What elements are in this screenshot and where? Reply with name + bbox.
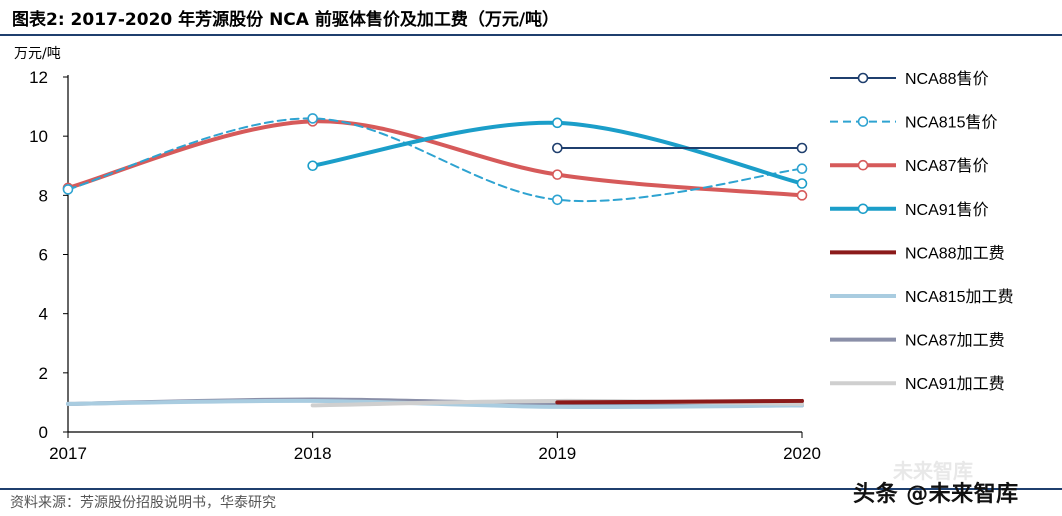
legend-label: NCA87售价	[905, 157, 989, 175]
legend-marker-NCA87售价	[857, 159, 869, 171]
watermark-brand: 未来智库	[893, 459, 973, 483]
legend-marker-NCA88售价	[857, 72, 869, 84]
data-point-NCA815售价	[796, 163, 808, 175]
y-tick-label: 6	[39, 246, 48, 265]
y-tick-label: 12	[29, 68, 48, 87]
legend-label: NCA88加工费	[905, 244, 1005, 262]
data-point-NCA815售价	[62, 184, 74, 195]
x-tick-label: 2020	[783, 444, 821, 463]
y-tick-label: 0	[39, 423, 48, 442]
data-point-NCA91售价	[796, 178, 808, 189]
series-line-NCA815售价	[67, 117, 803, 203]
x-tick-label: 2018	[294, 444, 332, 463]
y-tick-label: 4	[39, 305, 48, 324]
legend-label: NCA88售价	[905, 70, 989, 88]
chart-title: 图表2: 2017-2020 年芳源股份 NCA 前驱体售价及加工费（万元/吨）	[12, 10, 560, 30]
legend-label: NCA815加工费	[905, 288, 1013, 306]
footer-divider	[0, 488, 1062, 490]
title-divider	[0, 34, 1062, 36]
watermark-text: 头条 @未来智库	[853, 482, 1019, 507]
legend-marker-NCA91售价	[857, 203, 869, 215]
series-line-NCA87售价	[66, 119, 804, 198]
legend-label: NCA87加工费	[905, 332, 1005, 350]
source-note: 资料来源：芳源股份招股说明书，华泰研究	[10, 495, 276, 511]
data-point-NCA88售价	[552, 142, 563, 154]
title-bar: 图表2: 2017-2020 年芳源股份 NCA 前驱体售价及加工费（万元/吨）	[0, 0, 1062, 34]
series-line-NCA88加工费	[555, 398, 804, 405]
legend-marker-NCA815售价	[857, 116, 869, 127]
y-axis-label: 万元/吨	[14, 46, 61, 62]
legend-label: NCA815售价	[905, 114, 997, 132]
data-point-NCA87售价	[796, 190, 808, 201]
x-tick-label: 2019	[538, 444, 576, 463]
y-tick-label: 8	[39, 186, 48, 205]
legend-label: NCA91售价	[905, 201, 989, 219]
data-point-NCA91售价	[307, 160, 318, 172]
legend-label: NCA91加工费	[905, 375, 1005, 393]
data-point-NCA87售价	[552, 169, 563, 180]
x-tick-label: 2017	[49, 444, 87, 463]
y-tick-label: 10	[29, 127, 48, 146]
y-tick-label: 2	[39, 364, 48, 383]
data-point-NCA815售价	[552, 194, 563, 206]
data-point-NCA88售价	[796, 142, 808, 154]
data-point-NCA91售价	[552, 117, 563, 129]
data-point-NCA815售价	[307, 113, 318, 124]
